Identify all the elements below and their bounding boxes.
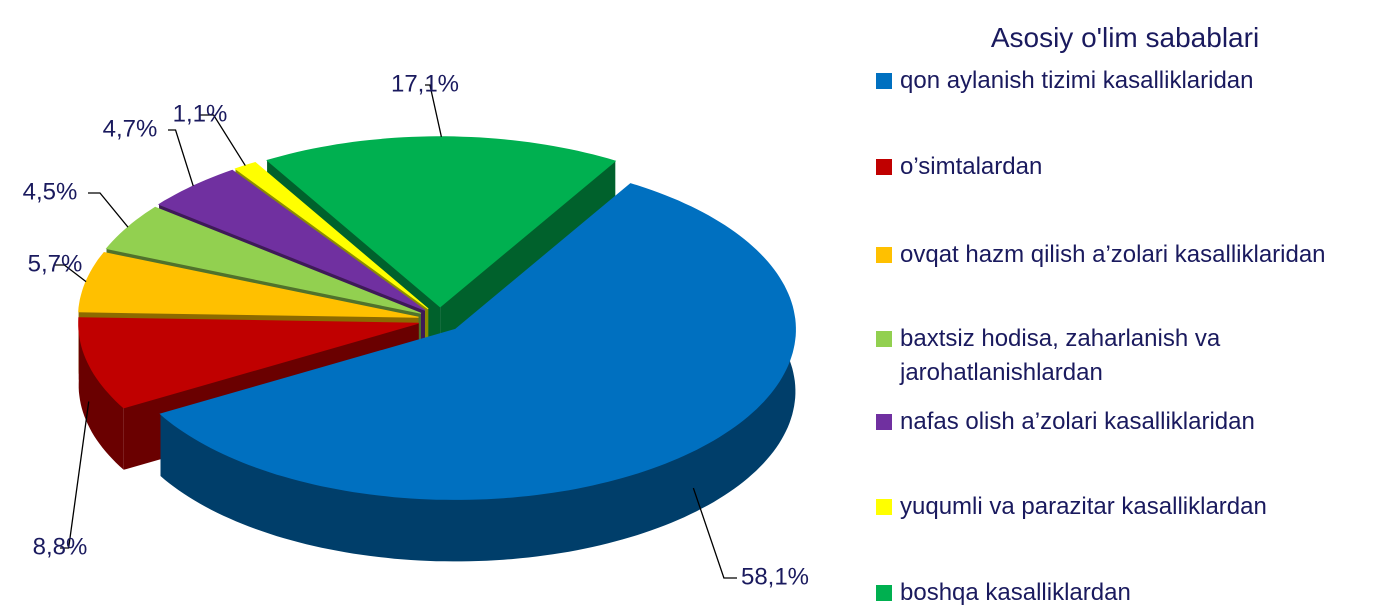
slice: [78, 317, 419, 409]
pie-area: 58,1% 8,8% 5,7% 4,5% 4,7% 1,1% 17,1%: [23, 70, 809, 590]
legend-entry: o’simtalardan: [872, 150, 1372, 184]
legend-label: ovqat hazm qilish a’zolari kasalliklarid…: [900, 241, 1326, 268]
leader-line: [60, 401, 90, 549]
legend-entry: baxtsiz hodisa, zaharlanish va jarohatla…: [872, 322, 1372, 390]
legend-label: baxtsiz hodisa, zaharlanish va jarohatla…: [900, 325, 1221, 386]
leader-line: [55, 264, 87, 283]
leader-line: [425, 84, 443, 137]
legend-label: qon aylanish tizimi kasalliklaridan: [900, 67, 1254, 94]
legend-entry: yuqumli va parazitar kasalliklardan: [872, 490, 1372, 524]
legend-label: nafas olish a’zolari kasalliklaridan: [900, 408, 1255, 435]
slice: [159, 183, 796, 500]
slice-side: [78, 317, 124, 470]
legend-swatch: [876, 499, 892, 515]
data-label: 58,1%: [741, 563, 809, 590]
slice: [105, 206, 422, 314]
legend-label: yuqumli va parazitar kasalliklardan: [900, 493, 1267, 520]
slice: [234, 161, 429, 310]
leader-line: [88, 192, 129, 228]
leader-line: [200, 114, 246, 166]
legend-swatch: [876, 247, 892, 263]
data-label: 8,8%: [33, 533, 88, 560]
leader-line: [692, 487, 737, 579]
legend-entry: ovqat hazm qilish a’zolari kasalliklarid…: [872, 238, 1372, 272]
legend-label: o’simtalardan: [900, 153, 1043, 180]
legend-swatch: [876, 585, 892, 601]
legend-entry: boshqa kasalliklardan: [872, 576, 1372, 607]
legend-label: boshqa kasalliklardan: [900, 579, 1131, 606]
tops: [78, 136, 796, 500]
data-label: 1,1%: [173, 100, 228, 127]
data-label: 17,1%: [391, 70, 459, 97]
legend-swatch: [876, 159, 892, 175]
legend-swatch: [876, 73, 892, 89]
slice: [157, 169, 426, 311]
legend-title: Asosiy o'lim sabablari: [990, 22, 1260, 53]
data-label: 4,7%: [103, 115, 158, 142]
legend-entry: qon aylanish tizimi kasalliklaridan: [872, 64, 1372, 98]
data-label: 5,7%: [28, 250, 83, 277]
leader-line: [168, 129, 194, 187]
legend-entry: nafas olish a’zolari kasalliklaridan: [872, 405, 1372, 439]
legend-swatch: [876, 331, 892, 347]
legend-swatch: [876, 414, 892, 430]
slice: [78, 252, 419, 318]
data-label: 4,5%: [23, 178, 78, 205]
